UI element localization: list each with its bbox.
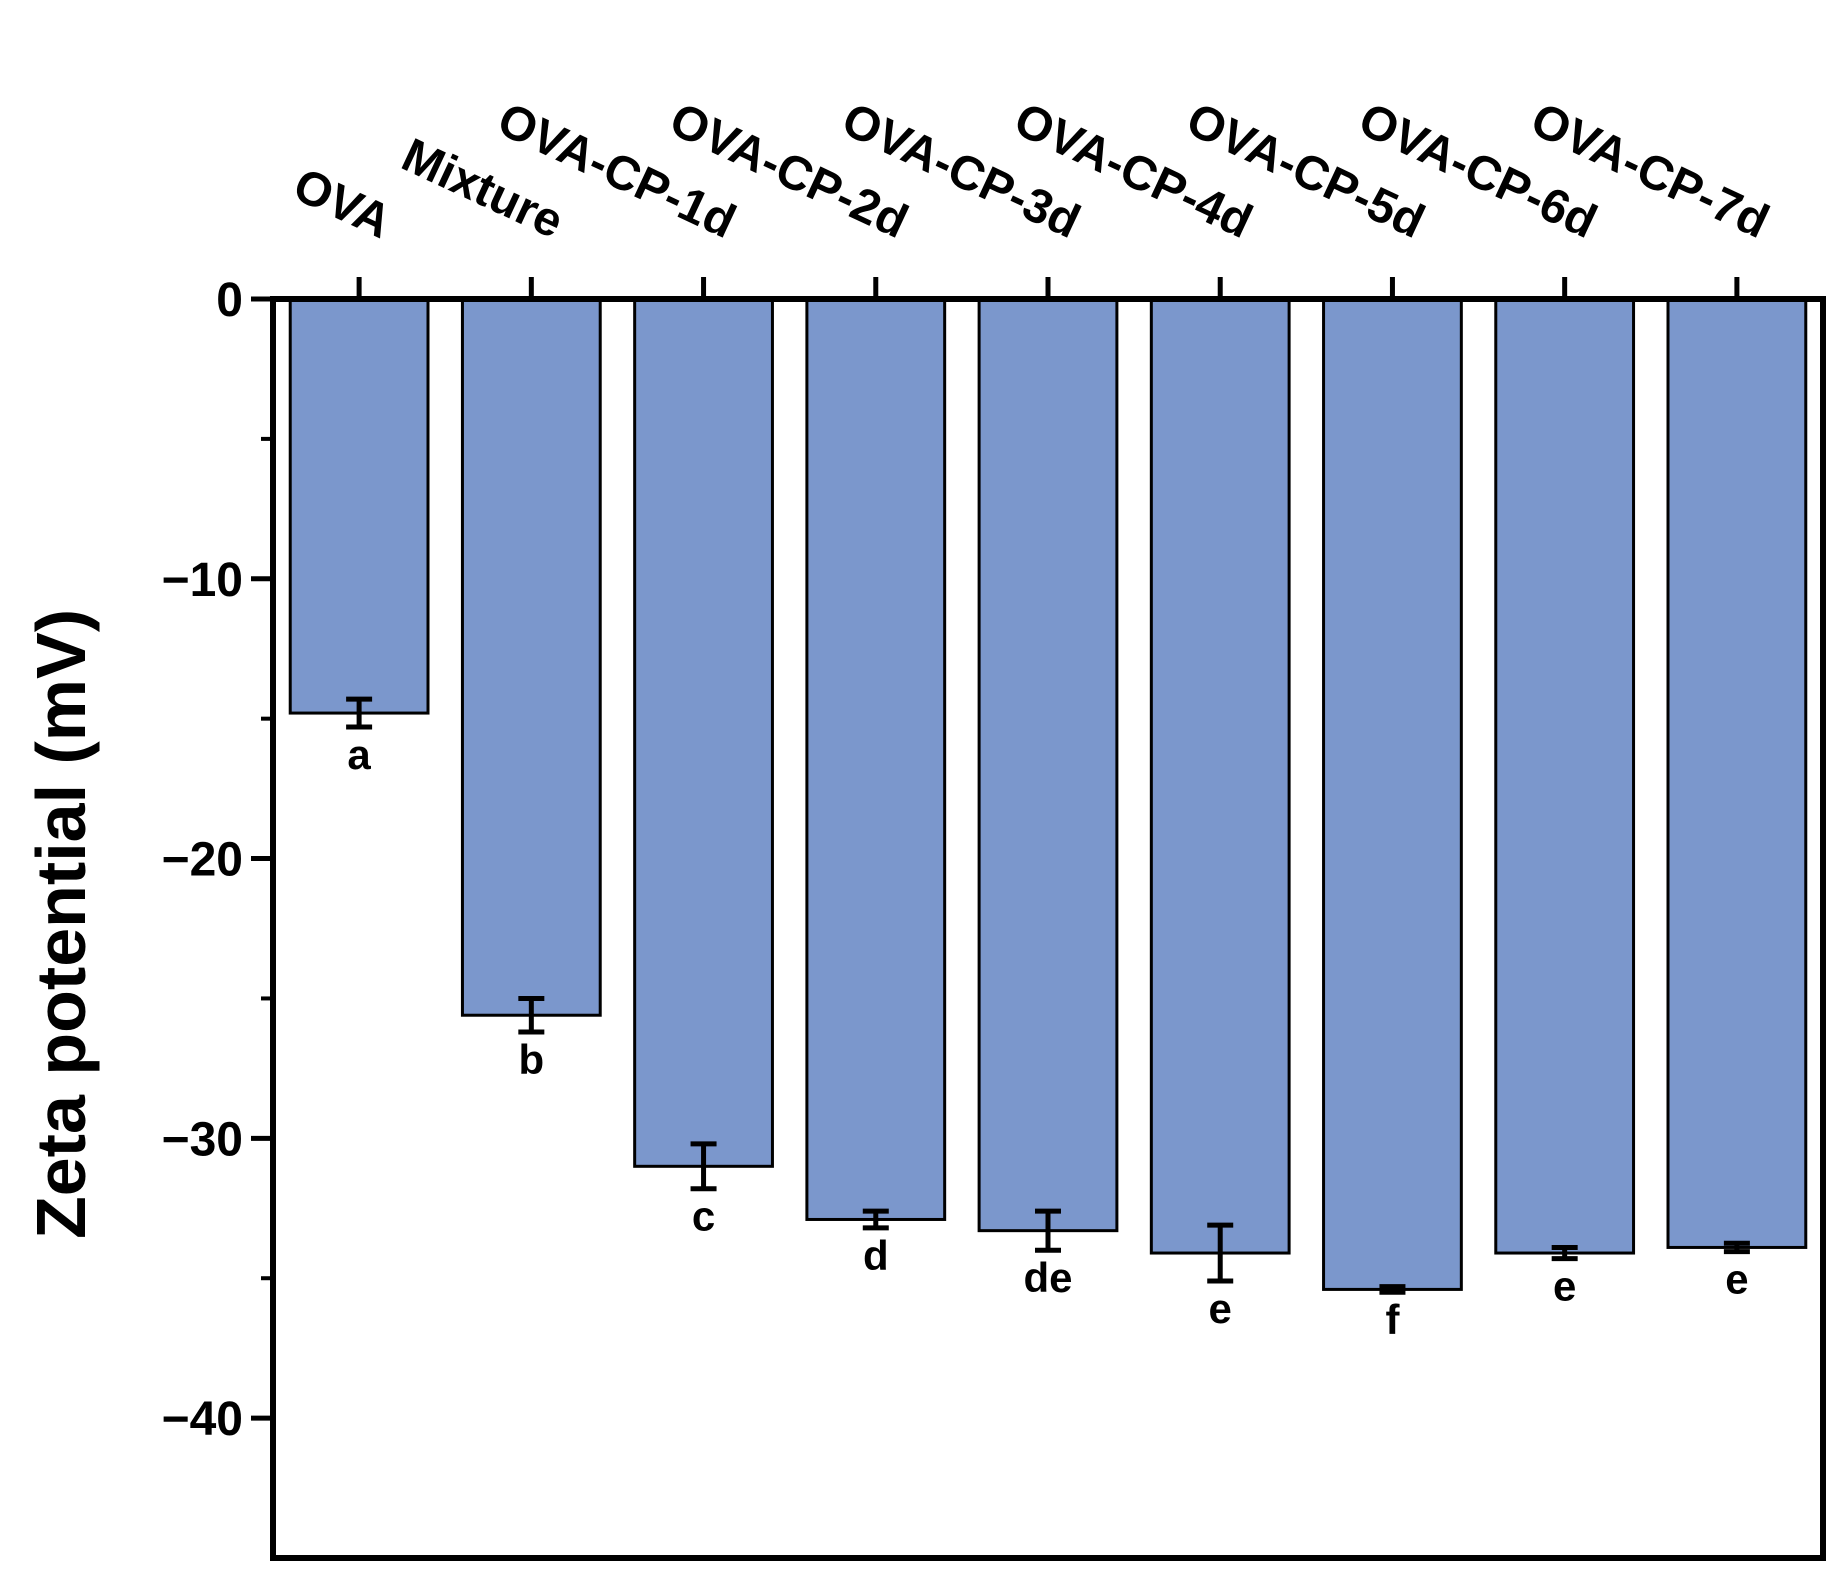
significance-label: a [347, 731, 371, 778]
error-bar [862, 1208, 889, 1231]
error-bar [518, 995, 545, 1035]
y-tick-label: −20 [162, 834, 243, 887]
error-bar [690, 1141, 717, 1192]
bar-ova-cp-3d [977, 297, 1119, 1233]
significance-label: e [1725, 1256, 1748, 1303]
error-bar [1379, 1284, 1406, 1295]
significance-label: e [1209, 1285, 1232, 1332]
bar-mixture [460, 297, 602, 1017]
significance-label: b [519, 1036, 545, 1083]
significance-label: de [1023, 1254, 1072, 1301]
axes-group: 0 −10 −20 −30 −40 [162, 274, 1826, 1561]
error-bar [1551, 1244, 1578, 1262]
y-tick-label: −40 [162, 1393, 243, 1446]
significance-labels-group: a b c d de e f e e [347, 731, 1748, 1343]
error-bar [1723, 1240, 1750, 1255]
bars-group [288, 297, 1808, 1291]
bar-ova-cp-1d [633, 297, 774, 1168]
y-axis-title: Zeta potential (mV) [22, 609, 100, 1239]
bar-ova-cp-6d [1494, 297, 1636, 1255]
bar-ova-cp-5d [1322, 297, 1463, 1291]
error-bar [1207, 1222, 1234, 1284]
y-tick-label: −10 [162, 554, 243, 607]
significance-label: d [863, 1232, 889, 1279]
y-tick-label: −30 [162, 1113, 243, 1166]
error-bar [1035, 1208, 1061, 1253]
error-bars-group [346, 696, 1750, 1295]
y-tick-label: 0 [216, 274, 243, 327]
category-label: OVA [285, 158, 398, 248]
bar-ova-cp-2d [805, 297, 947, 1221]
significance-label: e [1553, 1263, 1576, 1310]
bar-ova-cp-7d [1666, 297, 1808, 1249]
significance-label: f [1385, 1296, 1400, 1343]
bar-ova-cp-4d [1149, 297, 1291, 1255]
bar-ova [288, 297, 430, 715]
significance-label: c [692, 1193, 715, 1240]
error-bar [346, 696, 373, 730]
category-labels-group: OVAMixtureOVA-CP-1dOVA-CP-2dOVA-CP-3dOVA… [285, 93, 1776, 249]
